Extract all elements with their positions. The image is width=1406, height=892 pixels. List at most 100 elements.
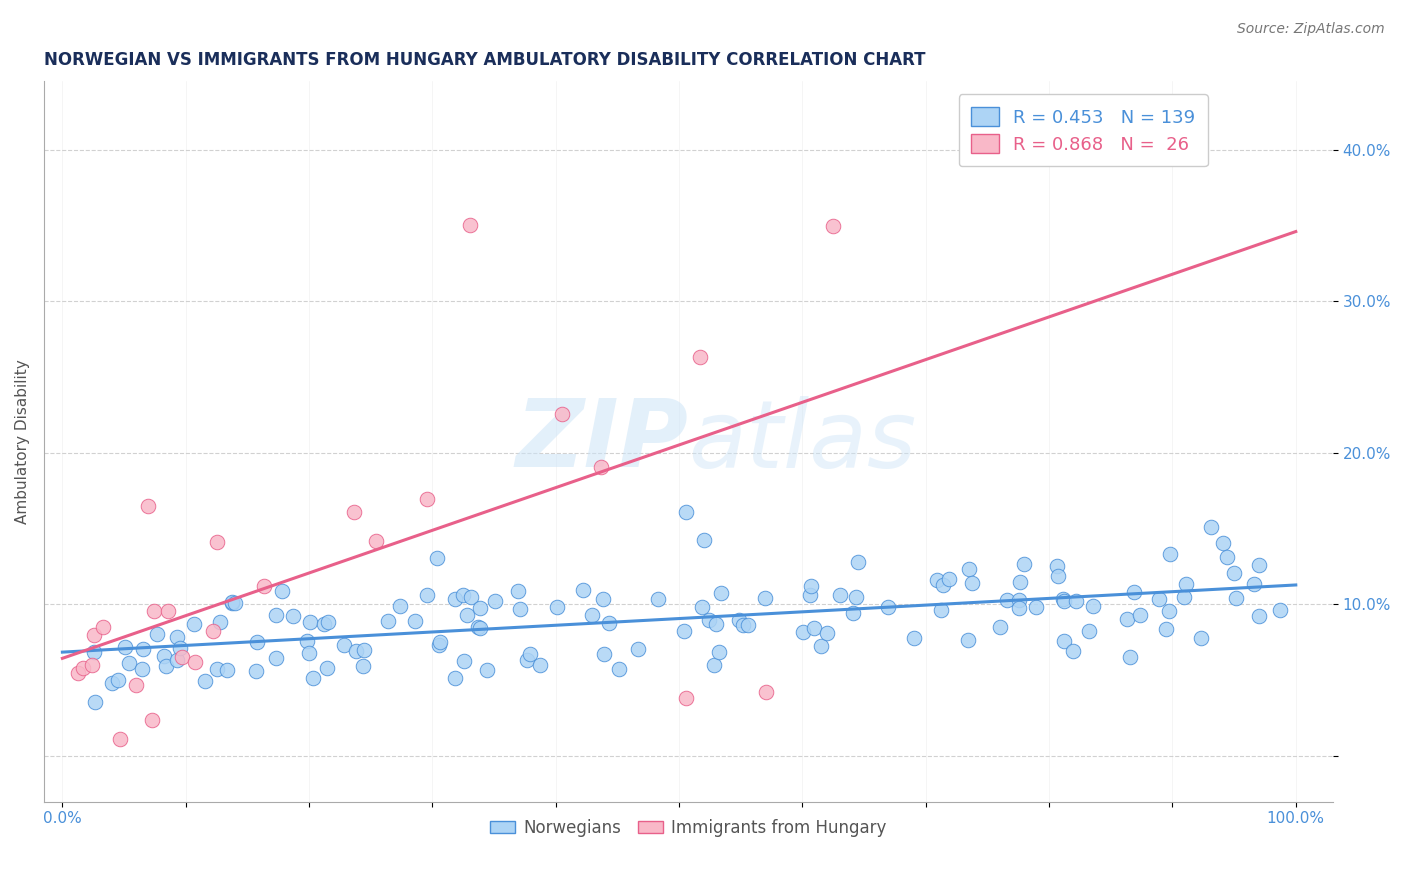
Point [295,634,318,648]
Point [388,599,411,613]
Point [166,630,188,644]
Point [710,585,733,599]
Point [194,674,217,689]
Point [131,662,153,676]
Point [689,351,711,365]
Point [264,607,287,622]
Point [136,499,159,513]
Point [202,624,225,638]
Point [343,505,366,519]
Point [301,672,323,686]
Point [1008,600,1031,615]
Point [84,695,107,709]
Point [1047,569,1070,583]
Point [1199,520,1222,534]
Point [352,658,374,673]
Point [1225,591,1247,605]
Point [1123,585,1146,599]
Point [1119,650,1142,665]
Point [728,613,751,627]
Point [1046,559,1069,574]
Point [146,627,169,641]
Point [509,602,531,616]
Point [184,655,207,669]
Point [830,588,852,602]
Point [1116,612,1139,626]
Point [1189,632,1212,646]
Point [800,579,823,593]
Point [332,638,354,652]
Point [66,665,89,680]
Point [690,599,713,614]
Point [572,583,595,598]
Point [404,614,426,628]
Point [470,621,492,635]
Point [845,590,868,604]
Point [155,658,177,673]
Point [932,578,955,592]
Text: Source: ZipAtlas.com: Source: ZipAtlas.com [1237,22,1385,37]
Point [581,608,603,623]
Point [1064,593,1087,607]
Point [283,608,305,623]
Point [453,653,475,667]
Point [529,657,551,672]
Point [589,459,612,474]
Point [938,572,960,586]
Point [468,600,491,615]
Point [903,631,925,645]
Point [957,562,980,576]
Point [1083,599,1105,613]
Point [209,615,232,629]
Point [91,620,114,634]
Point [114,640,136,654]
Point [1008,593,1031,607]
Point [1173,590,1195,604]
Point [1012,558,1035,572]
Point [815,625,838,640]
Point [245,664,267,678]
Point [183,616,205,631]
Point [995,592,1018,607]
Text: atlas: atlas [689,396,917,487]
Point [675,505,697,519]
Point [1157,604,1180,618]
Point [83,645,105,659]
Point [344,644,367,658]
Point [1052,592,1074,607]
Point [675,691,697,706]
Point [83,628,105,642]
Point [101,676,124,690]
Point [429,634,451,648]
Point [467,620,489,634]
Point [1154,622,1177,636]
Point [298,646,321,660]
Point [799,587,821,601]
Point [299,615,322,629]
Point [426,551,449,566]
Point [957,632,980,647]
Point [627,642,650,657]
Point [107,673,129,688]
Point [846,555,869,569]
Point [754,591,776,605]
Point [72,661,94,675]
Point [1243,577,1265,591]
Point [508,584,530,599]
Point [416,492,439,507]
Point [1025,600,1047,615]
Point [415,588,437,602]
Point [1249,609,1271,624]
Point [80,658,103,673]
Point [318,615,340,629]
Point [221,595,243,609]
Text: NORWEGIAN VS IMMIGRANTS FROM HUNGARY AMBULATORY DISABILITY CORRELATION CHART: NORWEGIAN VS IMMIGRANTS FROM HUNGARY AMB… [44,51,925,69]
Point [1247,558,1270,573]
Point [876,600,898,615]
Point [353,642,375,657]
Point [737,617,759,632]
Point [224,596,246,610]
Point [460,590,482,604]
Point [444,591,467,606]
Point [841,607,863,621]
